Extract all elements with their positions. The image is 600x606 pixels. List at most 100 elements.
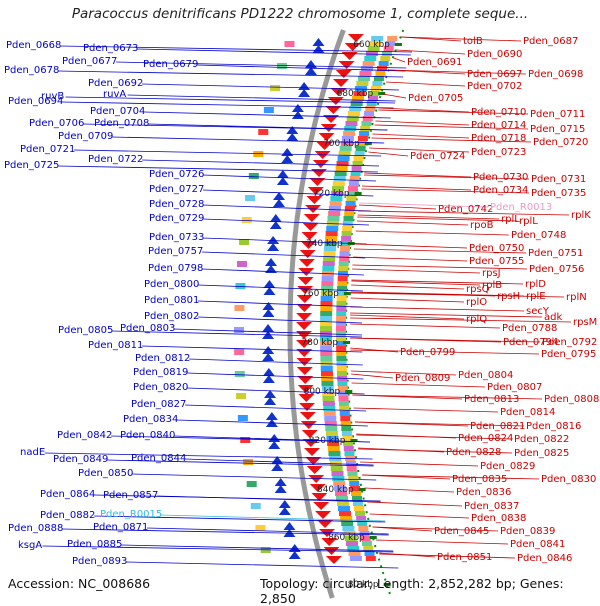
- left-gene-label-pden-0842[interactable]: Pden_0842: [57, 430, 112, 441]
- right-gene-label-pden-0828[interactable]: Pden_0828: [446, 447, 501, 458]
- right-gene-label-pden-0698[interactable]: Pden_0698: [528, 69, 583, 80]
- left-gene-label-pden-0729[interactable]: Pden_0729: [149, 213, 204, 224]
- right-gene-label-rpsq[interactable]: rpsQ: [466, 284, 490, 295]
- left-gene-label-pden-0857[interactable]: Pden_0857: [103, 490, 158, 501]
- right-gene-label-pden-0821[interactable]: Pden_0821: [470, 421, 525, 432]
- right-gene-label-rplo[interactable]: rplO: [466, 297, 487, 308]
- right-gene-label-rpll[interactable]: rplL: [519, 216, 538, 227]
- right-gene-label-pden-0691[interactable]: Pden_0691: [407, 57, 462, 68]
- left-gene-label-pden-0864[interactable]: Pden_0864: [40, 489, 95, 500]
- right-gene-label-pden-0690[interactable]: Pden_0690: [467, 49, 522, 60]
- right-gene-label-pden-0702[interactable]: Pden_0702: [467, 81, 522, 92]
- left-gene-label-pden-0812[interactable]: Pden_0812: [135, 353, 190, 364]
- right-gene-label-pden-0807[interactable]: Pden_0807: [487, 382, 542, 393]
- left-gene-label-pden-0801[interactable]: Pden_0801: [144, 295, 199, 306]
- left-gene-label-pden-0728[interactable]: Pden_0728: [149, 199, 204, 210]
- left-gene-label-pden-0679[interactable]: Pden_0679: [143, 59, 198, 70]
- right-gene-label-pden-0711[interactable]: Pden_0711: [530, 109, 585, 120]
- right-gene-label-rpsj[interactable]: rpsJ: [482, 268, 501, 279]
- right-gene-label-pden-0795[interactable]: Pden_0795: [541, 349, 596, 360]
- left-gene-label-pden-0882[interactable]: Pden_0882: [40, 510, 95, 521]
- left-gene-label-pden-0885[interactable]: Pden_0885: [67, 539, 122, 550]
- left-gene-label-pden-0722[interactable]: Pden_0722: [88, 154, 143, 165]
- right-gene-label-pden-0756[interactable]: Pden_0756: [529, 264, 584, 275]
- right-gene-label-tolb[interactable]: tolB: [463, 36, 483, 47]
- right-gene-label-pden-0794[interactable]: Pden_0794: [503, 337, 558, 348]
- left-gene-label-pden-0871[interactable]: Pden_0871: [93, 522, 148, 533]
- right-gene-label-rpsh[interactable]: rpsH: [497, 291, 520, 302]
- right-gene-label-pden-0742[interactable]: Pden_0742: [438, 204, 493, 215]
- right-gene-label-rplb[interactable]: rplB: [482, 280, 502, 291]
- left-gene-label-pden-0844[interactable]: Pden_0844: [131, 453, 186, 464]
- left-gene-label-nade[interactable]: nadE: [20, 447, 45, 458]
- left-gene-label-pden-0727[interactable]: Pden_0727: [149, 184, 204, 195]
- right-gene-label-rpsm[interactable]: rpsM: [573, 317, 597, 328]
- right-gene-label-pden-0822[interactable]: Pden_0822: [514, 434, 569, 445]
- left-gene-label-ksga[interactable]: ksgA: [18, 540, 42, 551]
- right-gene-label-pden-0813[interactable]: Pden_0813: [464, 394, 519, 405]
- right-gene-label-pden-0845[interactable]: Pden_0845: [434, 526, 489, 537]
- right-gene-label-pden-0839[interactable]: Pden_0839: [500, 526, 555, 537]
- right-gene-label-pden-0788[interactable]: Pden_0788: [502, 323, 557, 334]
- right-gene-label-pden-0718[interactable]: Pden_0718: [471, 133, 526, 144]
- left-gene-label-pden-0840[interactable]: Pden_0840: [120, 430, 175, 441]
- right-gene-label-pden-0829[interactable]: Pden_0829: [480, 461, 535, 472]
- right-gene-label-secy[interactable]: secY: [526, 306, 550, 317]
- left-gene-label-pden-0677[interactable]: Pden_0677: [62, 56, 117, 67]
- left-gene-label-pden-0849[interactable]: Pden_0849: [53, 454, 108, 465]
- left-gene-label-ruvb[interactable]: ruvB: [41, 91, 64, 102]
- left-gene-label-pden-0725[interactable]: Pden_0725: [4, 160, 59, 171]
- left-gene-label-pden-0704[interactable]: Pden_0704: [90, 106, 145, 117]
- left-gene-label-pden-0726[interactable]: Pden_0726: [149, 169, 204, 180]
- right-gene-label-pden-0841[interactable]: Pden_0841: [510, 539, 565, 550]
- left-gene-label-pden-0733[interactable]: Pden_0733: [149, 232, 204, 243]
- left-gene-label-pden-0673[interactable]: Pden_0673: [83, 43, 138, 54]
- left-gene-label-pden-0706[interactable]: Pden_0706: [29, 118, 84, 129]
- left-gene-label-pden-r0015[interactable]: Pden_R0015: [100, 509, 162, 520]
- right-gene-label-pden-0750[interactable]: Pden_0750: [469, 243, 524, 254]
- right-gene-label-pden-0830[interactable]: Pden_0830: [541, 474, 596, 485]
- left-gene-label-pden-0827[interactable]: Pden_0827: [131, 399, 186, 410]
- left-gene-label-pden-0850[interactable]: Pden_0850: [78, 468, 133, 479]
- left-gene-label-pden-0803[interactable]: Pden_0803: [120, 323, 175, 334]
- left-gene-label-pden-0709[interactable]: Pden_0709: [58, 131, 113, 142]
- left-gene-label-pden-0721[interactable]: Pden_0721: [20, 144, 75, 155]
- left-gene-label-pden-0805[interactable]: Pden_0805: [58, 325, 113, 336]
- right-gene-label-pden-0799[interactable]: Pden_0799: [400, 347, 455, 358]
- right-gene-label-pden-0824[interactable]: Pden_0824: [458, 433, 513, 444]
- left-gene-label-pden-0678[interactable]: Pden_0678: [4, 65, 59, 76]
- right-gene-label-pden-0715[interactable]: Pden_0715: [530, 124, 585, 135]
- left-gene-label-pden-0692[interactable]: Pden_0692: [88, 78, 143, 89]
- right-gene-label-rpll[interactable]: rplL: [501, 214, 520, 225]
- right-gene-label-pden-0687[interactable]: Pden_0687: [523, 36, 578, 47]
- left-gene-label-pden-0819[interactable]: Pden_0819: [133, 367, 188, 378]
- right-gene-label-pden-0751[interactable]: Pden_0751: [528, 248, 583, 259]
- right-gene-label-pden-0697[interactable]: Pden_0697: [467, 69, 522, 80]
- right-gene-label-pden-0851[interactable]: Pden_0851: [437, 552, 492, 563]
- left-gene-label-pden-0893[interactable]: Pden_0893: [72, 556, 127, 567]
- left-gene-label-pden-0668[interactable]: Pden_0668: [6, 40, 61, 51]
- right-gene-label-pden-0825[interactable]: Pden_0825: [514, 448, 569, 459]
- right-gene-label-pden-0835[interactable]: Pden_0835: [452, 474, 507, 485]
- right-gene-label-rpld[interactable]: rplD: [525, 279, 546, 290]
- right-gene-label-rplq[interactable]: rplQ: [466, 314, 487, 325]
- right-gene-label-pden-0792[interactable]: Pden_0792: [542, 337, 597, 348]
- right-gene-label-pden-0720[interactable]: Pden_0720: [533, 137, 588, 148]
- right-gene-label-rpob[interactable]: rpoB: [470, 220, 494, 231]
- left-gene-label-pden-0811[interactable]: Pden_0811: [88, 340, 143, 351]
- right-gene-label-pden-r0013[interactable]: Pden_R0013: [490, 202, 552, 213]
- left-gene-label-pden-0820[interactable]: Pden_0820: [133, 382, 188, 393]
- right-gene-label-pden-0846[interactable]: Pden_0846: [517, 553, 572, 564]
- left-gene-label-ruva[interactable]: ruvA: [103, 89, 126, 100]
- right-gene-label-pden-0836[interactable]: Pden_0836: [456, 487, 511, 498]
- left-gene-label-pden-0798[interactable]: Pden_0798: [148, 263, 203, 274]
- right-gene-label-pden-0755[interactable]: Pden_0755: [469, 256, 524, 267]
- right-gene-label-pden-0714[interactable]: Pden_0714: [471, 120, 526, 131]
- left-gene-label-pden-0800[interactable]: Pden_0800: [144, 279, 199, 290]
- right-gene-label-pden-0804[interactable]: Pden_0804: [458, 370, 513, 381]
- right-gene-label-pden-0731[interactable]: Pden_0731: [531, 174, 586, 185]
- right-gene-label-pden-0838[interactable]: Pden_0838: [471, 513, 526, 524]
- left-gene-label-pden-0834[interactable]: Pden_0834: [123, 414, 178, 425]
- left-gene-label-pden-0694[interactable]: Pden_0694: [8, 96, 63, 107]
- right-gene-label-rplk[interactable]: rplK: [571, 210, 591, 221]
